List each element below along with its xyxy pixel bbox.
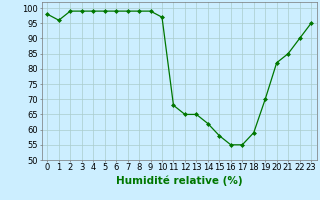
X-axis label: Humidité relative (%): Humidité relative (%) [116, 175, 243, 186]
